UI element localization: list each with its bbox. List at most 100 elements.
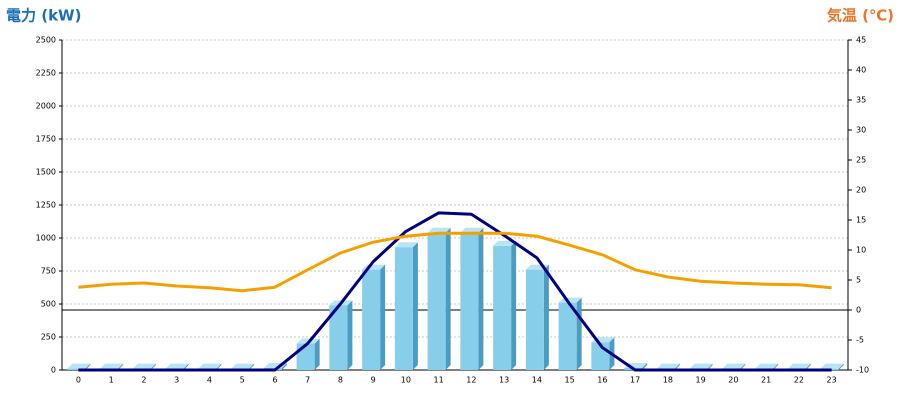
bar-top: [755, 363, 779, 369]
bar-side: [773, 363, 779, 370]
x-tick-label: 19: [696, 376, 706, 385]
bar: [329, 300, 353, 370]
bar-side: [674, 363, 680, 370]
bar-side: [740, 363, 746, 370]
x-tick-label: 4: [207, 376, 212, 385]
bar-top: [165, 363, 189, 369]
bar-top: [198, 363, 222, 369]
bar-side: [511, 240, 517, 370]
bar: [493, 240, 517, 370]
x-tick-label: 2: [141, 376, 146, 385]
bar-side: [412, 242, 418, 370]
y2-tick-label: -10: [856, 366, 869, 375]
x-tick-label: 17: [630, 376, 640, 385]
y2-tick-label: -5: [856, 336, 864, 345]
x-tick-label: 12: [466, 376, 476, 385]
x-tick-label: 13: [499, 376, 509, 385]
x-tick-label: 20: [728, 376, 738, 385]
bar-top: [689, 363, 713, 369]
y-tick-label: 1500: [36, 168, 56, 177]
y-tick-label: 500: [41, 300, 56, 309]
bar-front: [329, 305, 348, 370]
x-tick-label: 21: [761, 376, 771, 385]
bar-side: [347, 300, 353, 370]
line: [78, 211, 832, 372]
bar-side: [380, 264, 386, 370]
bar-top: [656, 363, 680, 369]
bar: [460, 227, 484, 370]
x-tick-label: 23: [827, 376, 837, 385]
y2-tick-label: 35: [856, 96, 866, 105]
bar: [394, 242, 418, 370]
line: [78, 231, 832, 293]
bar-side: [838, 363, 844, 370]
bar-front: [427, 232, 446, 370]
x-tick-label: 22: [794, 376, 804, 385]
bar-front: [362, 269, 381, 370]
x-tick-label: 10: [401, 376, 411, 385]
y2-tick-label: 40: [856, 66, 866, 75]
bar-front: [558, 302, 577, 370]
bar-side: [642, 363, 648, 370]
bar-top: [820, 363, 844, 369]
bar-top: [394, 242, 418, 248]
y-tick-label: 2250: [36, 69, 56, 78]
bar-front: [67, 368, 86, 370]
bar-front: [394, 247, 413, 370]
y-tick-label: 1750: [36, 135, 56, 144]
x-tick-label: 15: [565, 376, 575, 385]
bar: [362, 264, 386, 370]
y2-tick-label: 15: [856, 216, 866, 225]
y2-axis-title: 気温 (℃): [827, 7, 894, 25]
x-tick-label: 11: [434, 376, 444, 385]
x-tick-label: 18: [663, 376, 673, 385]
y-tick-label: 250: [41, 333, 56, 342]
bar-top: [100, 363, 124, 369]
y-tick-label: 2500: [36, 36, 56, 45]
bar-side: [445, 227, 451, 370]
bar-side: [150, 363, 156, 370]
x-tick-label: 6: [272, 376, 277, 385]
x-tick-label: 8: [338, 376, 343, 385]
x-tick-label: 7: [305, 376, 310, 385]
bar-top: [493, 240, 517, 246]
bar-top: [231, 363, 255, 369]
bar-side: [576, 297, 582, 370]
y-tick-label: 1000: [36, 234, 56, 243]
y2-tick-label: 5: [856, 276, 861, 285]
bar-top: [460, 227, 484, 233]
x-tick-label: 1: [109, 376, 114, 385]
bar: [427, 227, 451, 370]
y-tick-label: 2000: [36, 102, 56, 111]
bar: [558, 297, 582, 370]
bar-top: [722, 363, 746, 369]
y-axis-title: 電力 (kW): [6, 7, 81, 25]
y-tick-label: 750: [41, 267, 56, 276]
bar-side: [249, 363, 255, 370]
y2-tick-label: 25: [856, 156, 866, 165]
bar-side: [85, 363, 91, 370]
bar-side: [707, 363, 713, 370]
bar-side: [314, 338, 320, 370]
bar-front: [460, 232, 479, 370]
y2-tick-label: 30: [856, 126, 866, 135]
x-tick-label: 5: [240, 376, 245, 385]
bar-top: [787, 363, 811, 369]
y-tick-label: 1250: [36, 201, 56, 210]
bar-front: [525, 269, 544, 370]
bar-front: [296, 343, 315, 370]
bar-side: [805, 363, 811, 370]
y2-tick-label: 20: [856, 186, 866, 195]
y2-tick-label: 10: [856, 246, 866, 255]
x-tick-label: 14: [532, 376, 542, 385]
x-tick-label: 3: [174, 376, 179, 385]
bar-side: [183, 363, 189, 370]
bar: [67, 363, 91, 370]
bar-side: [118, 363, 124, 370]
bar-side: [216, 363, 222, 370]
bar: [525, 264, 549, 370]
bar-top: [132, 363, 156, 369]
bar-side: [478, 227, 484, 370]
bar-front: [493, 245, 512, 370]
